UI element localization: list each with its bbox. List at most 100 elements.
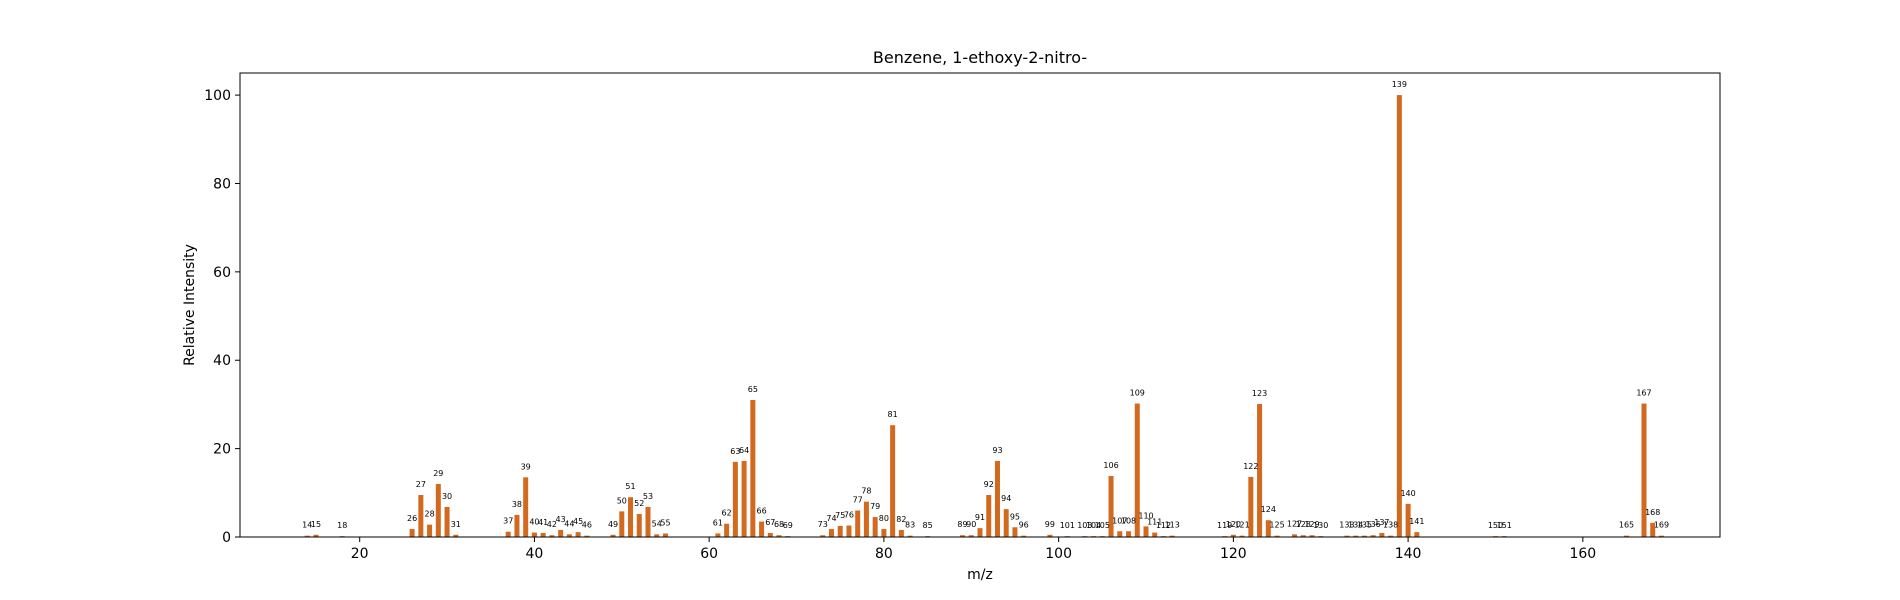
bar-mz-77: [855, 510, 861, 537]
peak-label: 103: [1077, 521, 1092, 530]
bar-mz-107: [1117, 531, 1123, 537]
peak-label: 73: [818, 520, 828, 529]
peak-label: 138: [1383, 521, 1398, 530]
bar-mz-55: [662, 533, 668, 537]
peak-label: 82: [896, 515, 906, 524]
bar-mz-93: [994, 460, 1000, 537]
peak-label: 123: [1252, 389, 1267, 398]
bar-mz-14: [304, 535, 310, 537]
bar-mz-80: [881, 529, 887, 537]
peak-label: 104: [1086, 521, 1101, 530]
peak-label: 44: [564, 519, 574, 528]
bar-mz-78: [863, 501, 869, 537]
bar-mz-94: [1003, 509, 1009, 537]
peak-label: 76: [844, 511, 854, 520]
peak-label: 66: [756, 507, 766, 516]
peak-label: 95: [1010, 512, 1020, 521]
bar-mz-52: [636, 514, 642, 537]
bar-mz-74: [828, 529, 834, 537]
bar-mz-81: [890, 425, 896, 537]
peak-label: 79: [870, 502, 880, 511]
peak-label: 140: [1400, 489, 1415, 498]
peak-label: 151: [1497, 521, 1512, 530]
peak-label: 63: [730, 447, 740, 456]
bar-mz-92: [986, 495, 992, 537]
peak-label: 105: [1095, 521, 1110, 530]
y-tick-label: 80: [213, 176, 231, 192]
peak-label: 141: [1409, 517, 1424, 526]
peak-label: 53: [643, 492, 653, 501]
bar-mz-91: [977, 528, 983, 537]
peak-label: 80: [879, 514, 889, 523]
y-axis-label: Relative Intensity: [182, 244, 198, 366]
peak-label: 39: [521, 462, 531, 471]
x-axis-label: m/z: [967, 567, 993, 583]
peak-label: 92: [984, 480, 994, 489]
bar-mz-30: [444, 506, 450, 537]
peak-label: 51: [625, 482, 635, 491]
peak-label: 133: [1339, 521, 1354, 530]
peak-label: 18: [337, 521, 347, 530]
peak-label: 106: [1103, 461, 1118, 470]
bar-mz-82: [898, 529, 904, 537]
peak-label: 15: [311, 520, 321, 529]
peak-label: 67: [765, 518, 775, 527]
plot-frame: [239, 72, 1721, 538]
peak-label: 37: [503, 517, 513, 526]
bar-mz-51: [628, 497, 634, 537]
bar-mz-28: [427, 524, 433, 537]
chart-title: Benzene, 1-ethoxy-2-nitro-: [873, 48, 1087, 67]
bar-mz-66: [759, 521, 765, 537]
bar-mz-167: [1641, 403, 1647, 537]
bar-mz-68: [776, 535, 782, 537]
peak-label: 75: [835, 511, 845, 520]
peak-label: 111: [1147, 518, 1162, 527]
bar-mz-95: [1012, 527, 1018, 537]
y-tick-label: 20: [213, 442, 231, 458]
bar-mz-122: [1248, 476, 1254, 537]
bar-mz-168: [1650, 522, 1656, 537]
bar-mz-37: [505, 531, 511, 537]
x-tick-label: 20: [351, 546, 369, 562]
peak-label: 135: [1357, 521, 1372, 530]
peak-label: 110: [1138, 511, 1153, 520]
bar-mz-67: [767, 533, 773, 537]
bar-mz-42: [549, 535, 555, 537]
peak-label: 90: [966, 520, 976, 529]
bar-mz-134: [1353, 535, 1359, 537]
peak-label: 74: [826, 514, 836, 523]
bar-mz-26: [409, 529, 415, 537]
bar-mz-39: [523, 477, 529, 537]
peak-label: 81: [888, 410, 898, 419]
y-tick-label: 100: [204, 88, 231, 104]
peak-label: 83: [905, 521, 915, 530]
bar-mz-38: [514, 514, 520, 537]
peak-label: 49: [608, 520, 618, 529]
bar-mz-169: [1658, 535, 1664, 537]
x-tick-label: 160: [1569, 546, 1596, 562]
bar-mz-15: [313, 534, 319, 537]
x-tick-label: 80: [875, 546, 893, 562]
peak-label: 30: [442, 492, 452, 501]
bar-mz-40: [531, 532, 537, 537]
bar-mz-109: [1134, 403, 1140, 537]
bar-mz-140: [1405, 503, 1411, 537]
bar-mz-136: [1370, 535, 1376, 537]
bar-mz-110: [1143, 526, 1149, 537]
peak-label: 64: [739, 446, 749, 455]
peak-label: 77: [853, 495, 863, 504]
bar-mz-49: [610, 534, 616, 537]
bar-mz-45: [575, 532, 581, 537]
x-tick-label: 140: [1395, 546, 1422, 562]
x-tick-label: 100: [1045, 546, 1072, 562]
peak-label: 28: [424, 510, 434, 519]
bar-mz-27: [418, 495, 424, 537]
peak-label: 62: [722, 509, 732, 518]
peak-label: 46: [582, 521, 592, 530]
peak-label: 29: [433, 469, 443, 478]
peak-label: 99: [1045, 520, 1055, 529]
bar-mz-165: [1624, 535, 1630, 537]
bar-mz-129: [1309, 535, 1315, 537]
peak-label: 41: [538, 518, 548, 527]
